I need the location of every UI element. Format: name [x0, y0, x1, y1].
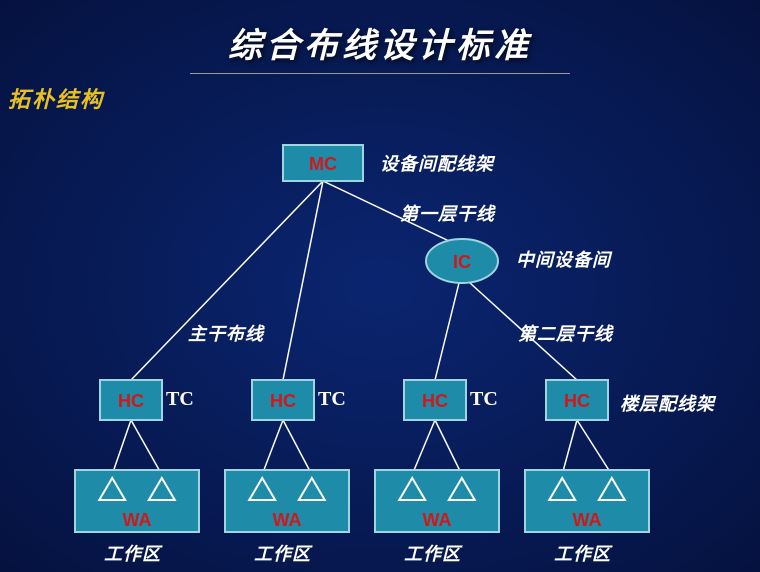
svg-text:HC: HC	[422, 391, 448, 411]
hc-node: HC	[252, 380, 314, 420]
wz3-label: 工作区	[404, 540, 461, 566]
edge	[131, 181, 323, 380]
edge	[577, 420, 612, 475]
svg-text:HC: HC	[564, 391, 590, 411]
layer2-label: 第二层干线	[518, 320, 613, 346]
tc1-label: TC	[166, 388, 194, 411]
wz4-label: 工作区	[554, 540, 611, 566]
wa-node: WA	[525, 470, 649, 532]
svg-text:WA: WA	[273, 510, 302, 530]
trunk-label: 主干布线	[188, 320, 264, 346]
svg-text:WA: WA	[573, 510, 602, 530]
tc2-label: TC	[318, 388, 346, 411]
mc_label-label: 设备间配线架	[380, 150, 494, 176]
edge	[112, 420, 131, 475]
svg-text:IC: IC	[453, 252, 471, 272]
wa-node: WA	[75, 470, 199, 532]
edge	[283, 420, 312, 475]
edge	[283, 181, 323, 380]
hc-node: HC	[100, 380, 162, 420]
svg-text:WA: WA	[123, 510, 152, 530]
edge	[435, 420, 462, 475]
layer1-label: 第一层干线	[400, 200, 495, 226]
edge	[562, 420, 577, 475]
edge	[262, 420, 283, 475]
ic_label-label: 中间设备间	[516, 246, 611, 272]
wa-node: WA	[375, 470, 499, 532]
svg-text:WA: WA	[423, 510, 452, 530]
mc-node: MC	[283, 145, 363, 181]
svg-text:HC: HC	[270, 391, 296, 411]
edge	[435, 283, 459, 380]
edge	[131, 420, 162, 475]
edge	[412, 420, 435, 475]
wz1-label: 工作区	[104, 540, 161, 566]
hc-node: HC	[546, 380, 608, 420]
wa-node: WA	[225, 470, 349, 532]
hc-node: HC	[404, 380, 466, 420]
tc3-label: TC	[470, 388, 498, 411]
wz2-label: 工作区	[254, 540, 311, 566]
svg-text:HC: HC	[118, 391, 144, 411]
topology-diagram: MC HC HC HC HC WA WA WA WA IC	[0, 0, 760, 572]
hc_label-label: 楼层配线架	[620, 390, 715, 416]
ic-node: IC	[426, 239, 498, 283]
svg-text:MC: MC	[309, 154, 337, 174]
